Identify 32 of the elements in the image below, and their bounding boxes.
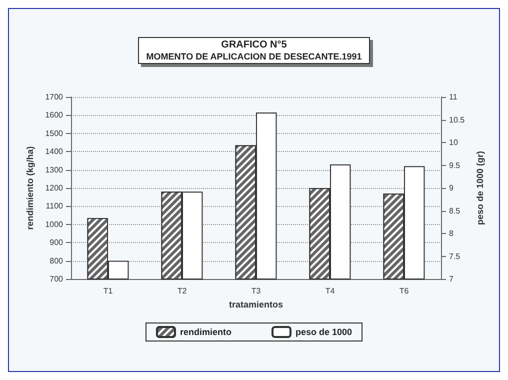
y-tick-label: 1600 [45,110,64,120]
y-tick-label: 1500 [45,128,64,138]
legend-label: rendimiento [180,327,232,337]
y2-tick-label: 8 [449,229,454,238]
y-tick-label: 900 [50,238,64,248]
y2-tick-label: 10 [449,138,458,147]
x-tick-label: T1 [103,286,114,296]
y-tick-label: 1700 [45,92,64,102]
y-axis-title: rendimiento (kg/ha) [24,146,35,230]
y-tick-label: 1400 [45,147,64,156]
y2-tick-label: 9.5 [449,160,461,170]
y-tick-label: 1200 [45,184,64,192]
y2-tick-label: 11 [449,92,458,102]
y-tick-label: 800 [50,256,64,266]
x-tick-label: T2 [177,286,188,296]
y-tick-label: 1100 [46,202,64,211]
legend-label: peso de 1000 [295,327,352,337]
chart-title: GRAFICO N°5 [221,40,288,50]
y-tick-label: 1300 [45,165,64,174]
x-tick-label: T3 [251,286,262,296]
y2-tick-label: 7.5 [449,252,461,261]
y2-axis-title: peso de 1000 (gr) [474,150,485,226]
y2-tick-label: 7 [449,274,454,284]
x-tick-label: T4 [325,286,336,296]
y2-tick-label: 10.5 [449,115,466,124]
y-tick-label: 700 [50,274,64,284]
y2-tick-label: 9 [449,184,454,192]
y-tick-label: 1000 [45,220,64,229]
y2-tick-label: 8.5 [449,206,461,216]
chart-subtitle: MOMENTO DE APLICACION DE DESECANTE.1991 [146,52,362,62]
x-axis-title: tratamientos [228,299,284,310]
x-tick-label: T6 [399,286,410,296]
